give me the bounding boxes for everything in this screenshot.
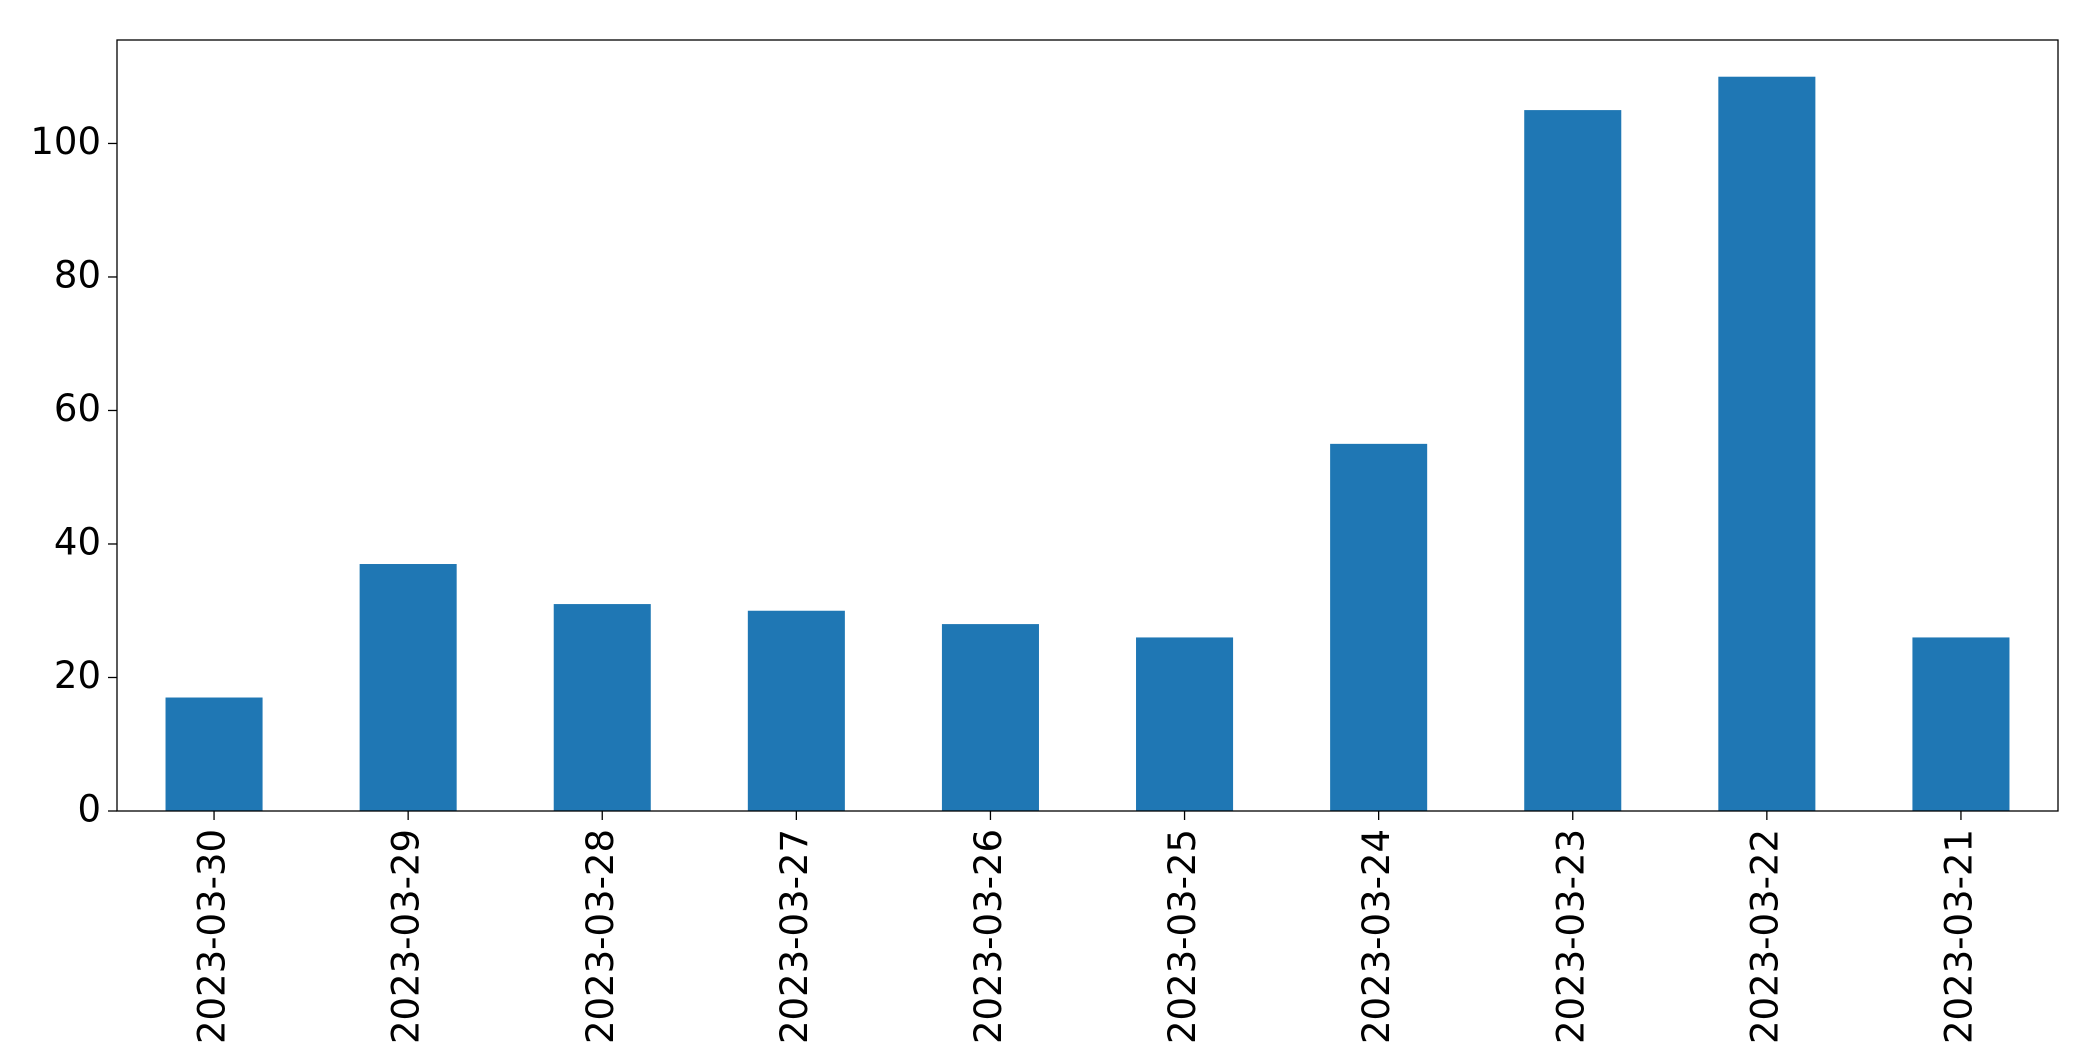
- x-tick-label: 2023-03-28: [579, 829, 622, 1044]
- x-tick-label: 2023-03-26: [967, 829, 1010, 1044]
- bar: [747, 610, 845, 811]
- bar: [359, 564, 457, 811]
- x-tick-label: 2023-03-23: [1549, 829, 1592, 1044]
- y-tick-label: 20: [54, 654, 101, 697]
- x-tick-label: 2023-03-22: [1743, 829, 1786, 1044]
- bar: [1330, 443, 1428, 811]
- y-tick-label: 40: [54, 520, 101, 563]
- x-tick-label: 2023-03-30: [191, 829, 234, 1044]
- bar: [165, 697, 263, 811]
- y-tick-label: 0: [77, 788, 101, 831]
- x-tick-label: 2023-03-24: [1355, 829, 1398, 1044]
- x-tick-label: 2023-03-29: [385, 829, 428, 1044]
- plot-frame: [116, 39, 2059, 812]
- bar: [1718, 76, 1816, 811]
- bar: [1136, 637, 1234, 811]
- bar: [553, 604, 651, 811]
- y-tick-label: 60: [54, 387, 101, 430]
- y-tick-label: 80: [54, 253, 101, 296]
- x-tick-label: 2023-03-25: [1161, 829, 1204, 1044]
- bar: [1912, 637, 2010, 811]
- y-tick-label: 100: [30, 120, 101, 163]
- x-tick-label: 2023-03-21: [1937, 829, 1980, 1044]
- bar: [941, 624, 1039, 811]
- x-tick-label: 2023-03-27: [773, 829, 816, 1044]
- bar: [1524, 110, 1622, 811]
